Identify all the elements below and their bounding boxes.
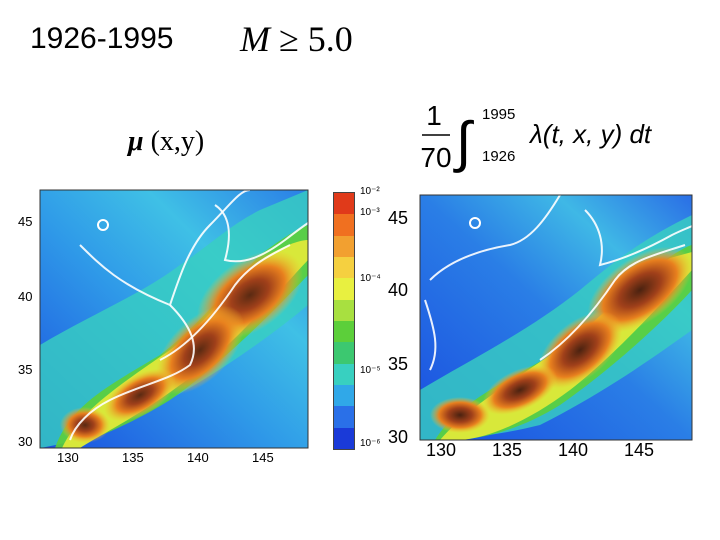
colorbar-tick-1e-4: 10⁻⁴ <box>360 273 381 284</box>
coastline-honshu <box>539 244 686 361</box>
colorbar-swatch <box>334 214 354 236</box>
colorbar-swatch <box>334 342 354 364</box>
integral-lower: 1926 <box>482 148 515 165</box>
colorbar-swatch <box>334 299 354 321</box>
colorbar-tick-1e-2: 10⁻² <box>360 186 380 197</box>
right-lon-tick-140: 140 <box>558 440 589 460</box>
intensity-formula: 1 70 ∫ 1995 1926 λ(t, x, y) dt <box>420 100 653 173</box>
colorbar-swatch <box>334 235 354 257</box>
coastline-korea <box>69 304 195 441</box>
left-lat-tick-30: 30 <box>18 434 33 449</box>
coastline-hokkaido <box>584 209 693 267</box>
colorbar <box>333 192 355 450</box>
integral-sign: ∫ <box>453 110 474 173</box>
right-lat-tick-45: 45 <box>388 208 409 228</box>
coastline-asia <box>429 194 561 281</box>
right-lat-tick-35: 35 <box>388 354 409 374</box>
right-lon-tick-135: 135 <box>492 440 523 460</box>
title-magnitude: M ≥ 5.0 <box>240 18 353 60</box>
right-lon-tick-145: 145 <box>624 440 655 460</box>
left-map <box>39 189 309 449</box>
left-lon-tick-145: 145 <box>252 450 274 465</box>
left-lon-tick-140: 140 <box>187 450 209 465</box>
integral-upper: 1995 <box>482 106 515 123</box>
colorbar-swatch <box>334 320 354 343</box>
colorbar-swatch <box>334 384 354 407</box>
island-outline <box>97 219 109 231</box>
island-outline <box>469 217 481 229</box>
mu-args: (x,y) <box>150 126 205 157</box>
coastline-asia <box>79 189 251 307</box>
formula-numerator: 1 <box>426 100 442 131</box>
colorbar-tick-1e-5: 10⁻⁵ <box>360 365 381 376</box>
right-lat-tick-30: 30 <box>388 427 409 447</box>
coastline-honshu <box>159 244 291 361</box>
magnitude-variable: M <box>240 19 270 59</box>
colorbar-tick-1e-3: 10⁻³ <box>360 207 380 218</box>
right-map <box>419 194 693 441</box>
colorbar-swatch <box>334 427 354 449</box>
coastline-korea <box>424 299 437 371</box>
formula-denominator: 70 <box>420 142 451 173</box>
right-lat-tick-40: 40 <box>388 280 409 300</box>
coastline-hokkaido <box>214 204 309 263</box>
left-lat-tick-45: 45 <box>18 214 33 229</box>
colorbar-swatch <box>334 278 354 300</box>
left-lon-tick-135: 135 <box>122 450 144 465</box>
mu-symbol: μ <box>128 126 144 157</box>
colorbar-swatch <box>334 406 354 428</box>
colorbar-swatch <box>334 193 354 215</box>
right-lon-tick-130: 130 <box>426 440 457 460</box>
left-lat-tick-40: 40 <box>18 289 33 304</box>
left-lat-tick-35: 35 <box>18 362 33 377</box>
left-panel-label: μ (x,y) <box>128 126 204 158</box>
integrand: λ(t, x, y) dt <box>528 119 653 149</box>
left-lon-tick-130: 130 <box>57 450 79 465</box>
colorbar-swatch <box>334 256 354 279</box>
colorbar-swatch <box>334 363 354 385</box>
title-years: 1926-1995 <box>30 22 174 55</box>
magnitude-relation: ≥ 5.0 <box>279 19 353 59</box>
colorbar-tick-1e-6: 10⁻⁶ <box>360 438 381 449</box>
